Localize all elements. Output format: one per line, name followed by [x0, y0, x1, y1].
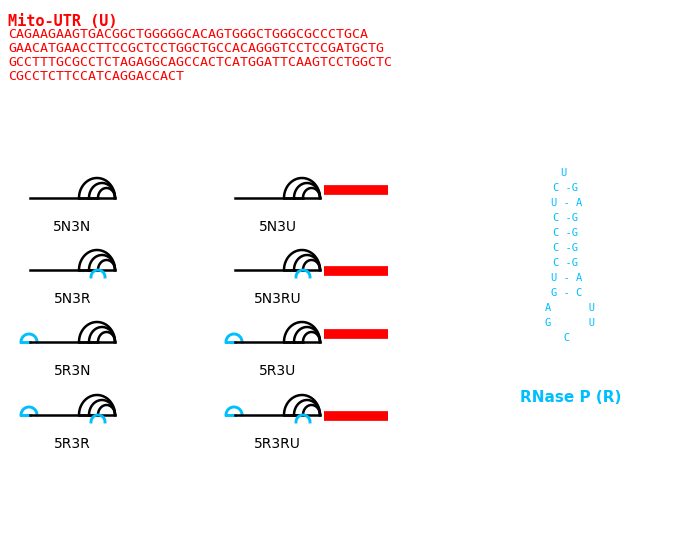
- Text: G - C: G - C: [551, 288, 582, 298]
- Text: C -G: C -G: [553, 258, 578, 268]
- Text: 5N3R: 5N3R: [54, 292, 91, 306]
- Text: G      U: G U: [545, 318, 595, 328]
- Text: 5R3N: 5R3N: [54, 364, 91, 378]
- Text: CAGAAGAAGTGACGGCTGGGGGCACAGTGGGCTGGGCGCCCTGCA: CAGAAGAAGTGACGGCTGGGGGCACAGTGGGCTGGGCGCC…: [8, 28, 368, 41]
- Text: CGCCTCTTCCATCAGGACCACT: CGCCTCTTCCATCAGGACCACT: [8, 70, 184, 83]
- Text: U - A: U - A: [551, 273, 582, 283]
- Text: 5N3U: 5N3U: [259, 220, 296, 234]
- Text: C -G: C -G: [553, 183, 578, 193]
- Text: 5N3RU: 5N3RU: [254, 292, 301, 306]
- Text: Mito-UTR (U): Mito-UTR (U): [8, 14, 117, 29]
- Text: 5R3RU: 5R3RU: [254, 437, 301, 451]
- Text: 5R3U: 5R3U: [259, 364, 296, 378]
- Text: 5N3N: 5N3N: [54, 220, 92, 234]
- Text: U: U: [560, 168, 566, 178]
- Text: U - A: U - A: [551, 198, 582, 208]
- Text: C -G: C -G: [553, 243, 578, 253]
- Text: C: C: [545, 333, 570, 343]
- Text: C -G: C -G: [553, 213, 578, 223]
- Text: A      U: A U: [545, 303, 595, 313]
- Text: C -G: C -G: [553, 228, 578, 238]
- Text: GCCTTTGCGCCTCTAGAGGCAGCCACTCATGGATTCAAGTCCTGGCTC: GCCTTTGCGCCTCTAGAGGCAGCCACTCATGGATTCAAGT…: [8, 56, 392, 69]
- Text: GAACATGAACCTTCCGCTCCTGGCTGCCACAGGGTCCTCCGATGCTG: GAACATGAACCTTCCGCTCCTGGCTGCCACAGGGTCCTCC…: [8, 42, 384, 55]
- Text: RNase P (R): RNase P (R): [520, 390, 622, 405]
- Text: 5R3R: 5R3R: [54, 437, 91, 451]
